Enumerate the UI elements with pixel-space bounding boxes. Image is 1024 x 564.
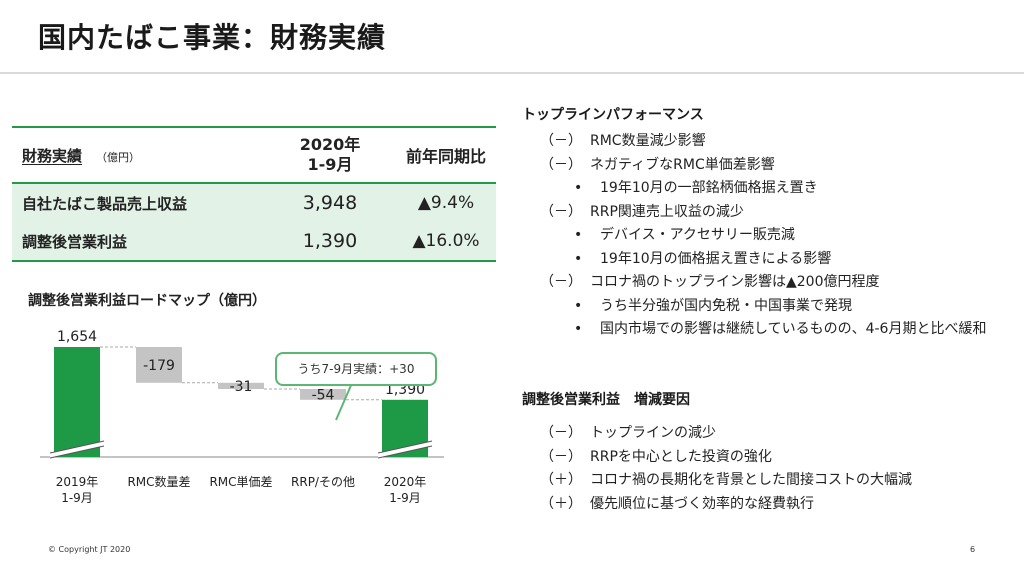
data-label: -31 — [230, 379, 253, 395]
list-item-text: コロナ禍のトップライン影響は▲200億円程度 — [590, 274, 880, 290]
data-label: 1,654 — [57, 329, 97, 345]
profit-factors-heading: 調整後営業利益 増減要因 — [522, 392, 690, 408]
data-label: -179 — [143, 358, 175, 374]
list-item-text: コロナ禍の長期化を背景とした間接コストの大幅減 — [590, 472, 912, 488]
table-header-period: 2020年 1-9月 — [264, 126, 396, 184]
sign-marker: （＋） — [540, 472, 582, 488]
waterfall-bar — [218, 382, 264, 389]
list-item: • 国内市場での影響は継続しているものの、4-6月期と比べ緩和 — [522, 318, 986, 342]
row-yoy: ▲16.0% — [396, 222, 496, 262]
category-label: RMC数量差 — [127, 474, 190, 489]
list-item-text: RRP関連売上収益の減少 — [590, 203, 744, 220]
table-header-label: 財務実績 — [22, 146, 83, 165]
chart-title: 調整後営業利益ロードマップ（億円） — [28, 293, 266, 309]
sign-marker: （－） — [540, 425, 582, 441]
list-item-text: 19年10月の価格据え置きによる影響 — [600, 250, 832, 267]
list-item-text: ネガティブなRMC単価差影響 — [590, 156, 775, 173]
list-item: （－） RMC数量減少影響 — [522, 130, 986, 154]
category-label: 2019年 — [56, 475, 99, 489]
list-item: （＋） 優先順位に基づく効率的な経費執行 — [522, 493, 912, 517]
data-label: -54 — [312, 387, 335, 403]
list-item: • 19年10月の価格据え置きによる影響 — [522, 248, 986, 272]
topline-heading: トップラインパフォーマンス — [522, 107, 704, 123]
topline-list: （－） RMC数量減少影響 （－） ネガティブなRMC単価差影響 • 19年10月の一部銘… — [522, 130, 986, 342]
bullet-marker: • — [574, 180, 583, 196]
axis-break-mark — [378, 441, 432, 458]
list-item: • うち半分強が国内免税・中国事業で発現 — [522, 295, 986, 319]
title-divider — [0, 72, 1024, 74]
table-header-period-months: 1-9月 — [307, 155, 353, 174]
list-item-text: 優先順位に基づく効率的な経費執行 — [590, 495, 814, 512]
axis-break-mark — [50, 441, 104, 458]
row-label: 調整後営業利益 — [12, 222, 264, 262]
table-header-yoy: 前年同期比 — [396, 126, 496, 184]
table-header-period-year: 2020年 — [299, 135, 361, 154]
list-item-text: RRPを中心とした投資の強化 — [590, 448, 772, 465]
list-item: • デバイス・アクセサリー販売減 — [522, 224, 986, 248]
list-item: （－） ネガティブなRMC単価差影響 — [522, 154, 986, 178]
list-item-text: うち半分強が国内免税・中国事業で発現 — [600, 297, 852, 314]
profit-factors-list: （－） トップラインの減少 （－） RRPを中心とした投資の強化 （＋） コロナ禍の長期化… — [522, 422, 912, 516]
sign-marker: （－） — [540, 274, 582, 290]
category-label: RRP/その他 — [291, 475, 355, 489]
list-item-text: デバイス・アクセサリー販売減 — [600, 227, 795, 243]
list-item-text: 19年10月の一部銘柄価格据え置き — [600, 180, 818, 196]
row-value: 3,948 — [264, 183, 396, 222]
table-header-label-cell: 財務実績 （億円） — [12, 126, 264, 184]
table-unit: （億円） — [96, 150, 141, 164]
category-label: 1-9月 — [61, 491, 93, 505]
list-item: （－） RRP関連売上収益の減少 — [522, 201, 986, 225]
page-title: 国内たばこ事業：財務実績 — [38, 21, 387, 54]
list-item-text: トップラインの減少 — [590, 425, 716, 441]
axis-break-line — [377, 440, 433, 454]
waterfall-bar — [300, 389, 346, 400]
waterfall-bar — [136, 347, 182, 383]
list-item: （－） トップラインの減少 — [522, 422, 912, 446]
row-value: 1,390 — [264, 222, 396, 262]
row-yoy: ▲9.4% — [396, 183, 496, 222]
category-label: 2020年 — [384, 475, 427, 489]
annotation-pointer — [335, 382, 353, 421]
table-row: 調整後営業利益 1,390 ▲16.0% — [12, 222, 496, 262]
sign-marker: （－） — [540, 156, 582, 173]
sign-marker: （－） — [540, 203, 582, 220]
sign-marker: （－） — [540, 448, 582, 465]
bullet-marker: • — [574, 250, 583, 267]
list-item: （＋） コロナ禍の長期化を背景とした間接コストの大幅減 — [522, 469, 912, 493]
list-item-text: 国内市場での影響は継続しているものの、4-6月期と比べ緩和 — [600, 321, 987, 337]
row-label: 自社たばこ製品売上収益 — [12, 183, 264, 222]
list-item-text: RMC数量減少影響 — [590, 133, 706, 149]
financial-results-table: 財務実績 （億円） 2020年 1-9月 前年同期比 自社たばこ製品売上収益 3,… — [12, 126, 496, 262]
sign-marker: （－） — [540, 133, 582, 149]
sign-marker: （＋） — [540, 495, 582, 512]
axis-break-line — [49, 440, 105, 454]
chart-annotation: うち7-9月実績：+30 — [275, 352, 437, 386]
waterfall-bar — [54, 347, 100, 457]
category-label: RMC単価差 — [209, 475, 272, 489]
bullet-marker: • — [574, 321, 583, 337]
copyright: © Copyright JT 2020 — [48, 545, 131, 554]
list-item: （－） RRPを中心とした投資の強化 — [522, 446, 912, 470]
axis-break-line — [377, 445, 433, 459]
bullet-marker: • — [574, 297, 583, 314]
bullet-marker: • — [574, 227, 583, 243]
axis-break-line — [49, 445, 105, 459]
table-row: 自社たばこ製品売上収益 3,948 ▲9.4% — [12, 183, 496, 222]
table-header-row: 財務実績 （億円） 2020年 1-9月 前年同期比 — [12, 126, 496, 184]
category-label: 1-9月 — [389, 491, 421, 505]
list-item: （－） コロナ禍のトップライン影響は▲200億円程度 — [522, 271, 986, 295]
page-number: 6 — [970, 545, 976, 554]
list-item: • 19年10月の一部銘柄価格据え置き — [522, 177, 986, 201]
